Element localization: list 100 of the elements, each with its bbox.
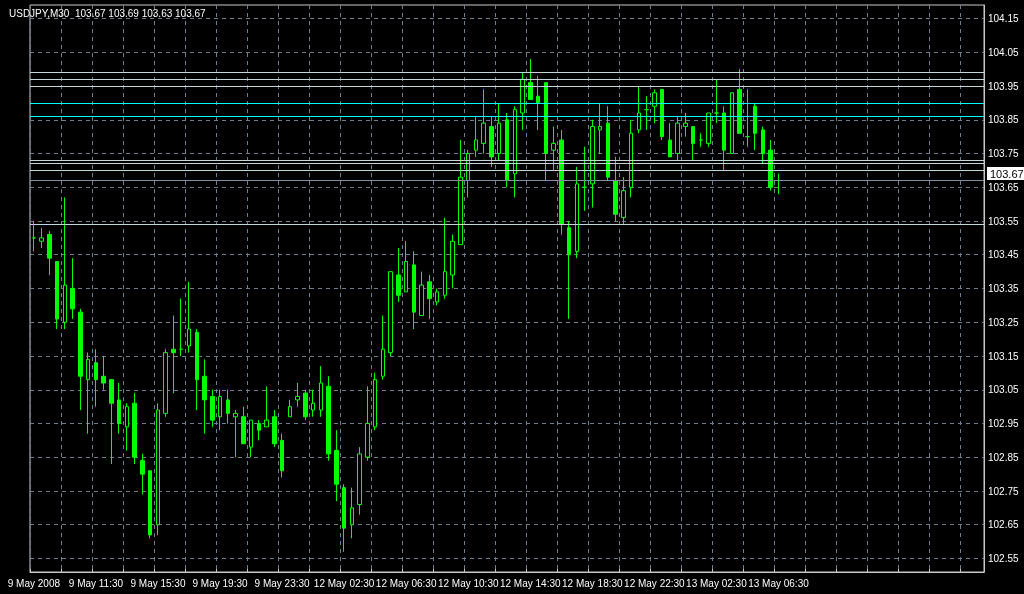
candlestick: [249, 419, 253, 458]
candlestick: [218, 389, 222, 431]
candlestick: [590, 119, 595, 208]
candlestick: [381, 315, 385, 381]
candlestick: [722, 105, 726, 171]
candlestick: [613, 156, 618, 222]
candlestick: [660, 88, 664, 141]
candlestick: [505, 112, 509, 188]
candlestick: [109, 379, 114, 465]
candlestick: [156, 402, 160, 536]
candlestick: [272, 409, 277, 448]
candlestick: [47, 230, 52, 276]
candlestick: [55, 261, 59, 330]
candlestick: [350, 487, 354, 539]
candlestick: [202, 358, 207, 435]
x-tick-label: 12 May 14:30: [499, 577, 561, 589]
candlestick: [195, 328, 199, 411]
y-tick-label: 102.55: [988, 553, 1020, 564]
candlestick: [528, 58, 533, 100]
candlestick: [536, 75, 540, 131]
x-tick-label: 9 May 11:30: [68, 577, 124, 589]
y-tick-label: 104.15: [988, 13, 1020, 24]
candlestick: [288, 399, 292, 418]
candlestick: [226, 389, 230, 424]
y-tick-label: 103.05: [988, 384, 1020, 396]
candlestick: [435, 288, 439, 306]
candlestick: [621, 176, 626, 225]
candlestick: [319, 365, 323, 418]
candlestick: [39, 227, 44, 249]
candlestick: [559, 129, 564, 235]
candlestick: [706, 112, 711, 148]
x-tick-label: 12 May 10:30: [437, 577, 499, 589]
candlestick: [714, 78, 719, 124]
candlestick: [513, 105, 517, 198]
x-tick-label: 9 May 23:30: [254, 577, 311, 589]
x-tick-label: 12 May 22:30: [624, 577, 686, 589]
candlestick: [575, 166, 579, 259]
y-tick-label: 103.45: [988, 249, 1020, 261]
candlestick: [474, 115, 478, 158]
x-tick-label: 13 May 02:30: [686, 577, 748, 589]
candlestick: [388, 271, 393, 357]
candlestick: [644, 95, 649, 131]
candlestick: [427, 274, 432, 320]
y-tick-label: 102.85: [988, 451, 1020, 463]
candlestick: [233, 409, 238, 458]
candlestick: [737, 68, 742, 134]
candlestick: [117, 382, 121, 435]
ref-line-label: 103.67: [990, 167, 1024, 180]
y-tick-label: 104.05: [988, 46, 1020, 58]
y-tick-label: 102.65: [988, 519, 1020, 531]
candlestick: [675, 115, 680, 161]
candlestick: [78, 308, 83, 411]
candlestick: [63, 196, 67, 330]
candlestick: [32, 220, 36, 252]
candlestick: [140, 453, 145, 495]
candlestick: [668, 122, 672, 158]
candlestick: [443, 217, 447, 300]
candlestick: [544, 82, 548, 181]
candlestick: [241, 406, 246, 445]
candlestick: [730, 92, 734, 154]
candlestick: [373, 372, 377, 431]
candlestick: [311, 389, 315, 418]
x-tick-label: 9 May 15:30: [130, 577, 186, 589]
candlestick: [652, 88, 657, 124]
candlestick: [132, 392, 137, 465]
x-tick-label: 12 May 18:30: [562, 577, 624, 589]
x-tick-label: 9 May 2008: [7, 577, 61, 589]
candlestick: [699, 132, 703, 148]
candlestick: [342, 483, 346, 553]
x-tick-label: 13 May 06:30: [748, 577, 810, 589]
candlestick: [598, 102, 602, 154]
candlestick: [489, 115, 494, 168]
candlestick: [404, 240, 408, 293]
candlestick: [761, 126, 765, 165]
candlestick: [637, 85, 641, 134]
y-tick-label: 103.25: [988, 316, 1020, 328]
candlestick: [582, 146, 587, 212]
candlestick: [101, 355, 106, 391]
candlestick: [745, 88, 750, 148]
candlestick: [334, 429, 339, 502]
candlestick: [450, 234, 455, 289]
y-tick-label: 103.85: [988, 114, 1020, 126]
candlestick: [264, 385, 269, 428]
candlestick: [412, 250, 416, 330]
y-tick-label: 103.35: [988, 283, 1020, 294]
candlestick: [567, 220, 571, 320]
candlestick: [303, 389, 308, 421]
candlestick: [419, 271, 424, 316]
candlestick: [497, 102, 501, 161]
candlestick: [481, 88, 486, 154]
candlestick: [458, 139, 463, 246]
candlestick: [70, 257, 75, 320]
y-tick-label: 103.55: [988, 215, 1020, 227]
y-tick-label: 102.95: [988, 418, 1020, 429]
candlestick: [280, 433, 284, 478]
candlestick: [629, 119, 633, 198]
candlestick: [753, 102, 757, 151]
y-tick-label: 103.95: [988, 80, 1020, 92]
candlestick: [357, 446, 362, 516]
candlestick: [365, 385, 370, 462]
